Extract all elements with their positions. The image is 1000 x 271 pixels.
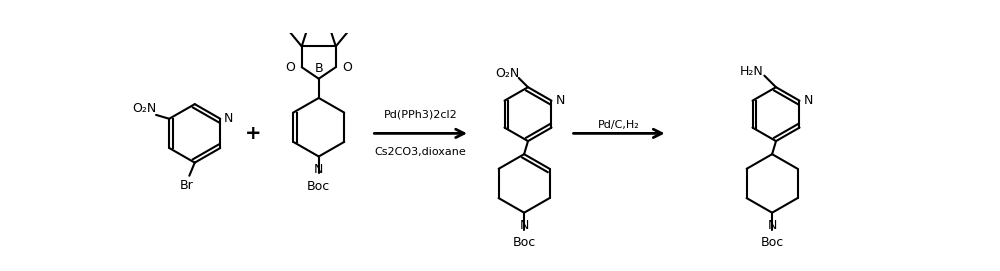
Text: Boc: Boc <box>512 236 536 249</box>
Text: O₂N: O₂N <box>132 102 157 115</box>
Text: Pd/C,H₂: Pd/C,H₂ <box>598 120 640 130</box>
Text: O: O <box>286 61 296 74</box>
Text: N: N <box>555 94 565 107</box>
Text: N: N <box>224 112 234 125</box>
Text: N: N <box>803 94 813 107</box>
Text: +: + <box>245 124 261 143</box>
Text: Pd(PPh3)2cl2: Pd(PPh3)2cl2 <box>384 109 458 120</box>
Text: H₂N: H₂N <box>740 64 764 78</box>
Text: Cs2CO3,dioxane: Cs2CO3,dioxane <box>375 147 467 157</box>
Text: Br: Br <box>180 179 194 192</box>
Text: N: N <box>519 219 529 232</box>
Text: Boc: Boc <box>307 180 330 193</box>
Text: B: B <box>314 62 323 75</box>
Text: O: O <box>342 61 352 74</box>
Text: Boc: Boc <box>761 236 784 249</box>
Text: N: N <box>767 219 777 232</box>
Text: N: N <box>314 163 323 176</box>
Text: O₂N: O₂N <box>495 67 519 80</box>
